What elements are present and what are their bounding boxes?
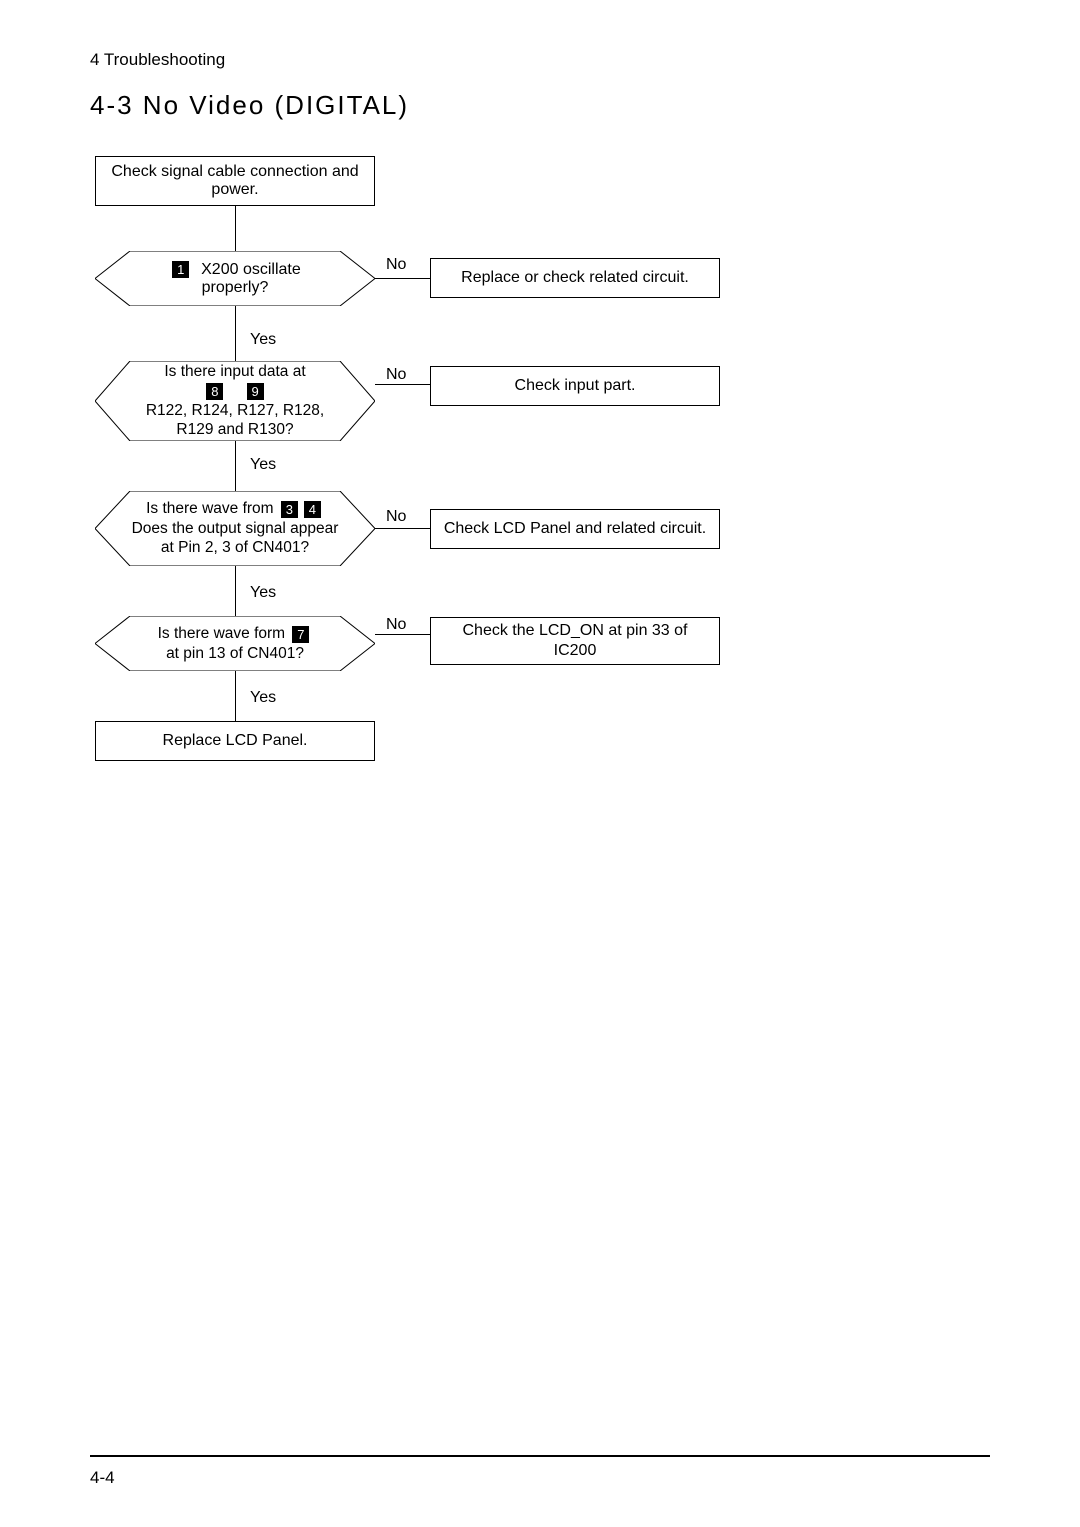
d2-l2: R122, R124, R127, R128,: [146, 401, 324, 420]
r3-text: Check LCD Panel and related circuit.: [444, 520, 706, 538]
start-text: Check signal cable connection and power.: [106, 163, 364, 199]
action-1: Replace or check related circuit.: [430, 258, 720, 298]
end-box: Replace LCD Panel.: [95, 721, 375, 761]
badge-icon: 4: [304, 501, 321, 518]
connector: [375, 634, 430, 635]
flowchart: Check signal cable connection and power.…: [90, 156, 990, 806]
decision-2: Is there input data at 8 9 R122, R124, R…: [95, 361, 375, 441]
d2-l1: Is there input data at: [164, 362, 305, 381]
connector: [235, 206, 236, 251]
footer-divider: [90, 1455, 990, 1457]
yes-label: Yes: [250, 689, 276, 707]
d4-l1: Is there wave form 7: [158, 624, 313, 643]
badge-icon: 7: [292, 626, 309, 643]
r4-l2: IC200: [554, 641, 597, 661]
no-label: No: [386, 616, 406, 634]
badge-icon: 8: [206, 383, 223, 400]
connector: [375, 278, 430, 279]
no-label: No: [386, 366, 406, 384]
no-label: No: [386, 508, 406, 526]
decision-1: 1 X200 oscillate properly?: [95, 251, 375, 306]
end-text: Replace LCD Panel.: [163, 732, 308, 750]
yes-label: Yes: [250, 584, 276, 602]
r1-text: Replace or check related circuit.: [461, 269, 689, 287]
connector: [235, 566, 236, 616]
page-number: 4-4: [90, 1468, 115, 1488]
d3-l1: Is there wave from 34: [146, 499, 324, 518]
decision-3: Is there wave from 34 Does the output si…: [95, 491, 375, 566]
d2-l3: R129 and R130?: [176, 420, 293, 439]
d1-label: 1 X200 oscillate properly?: [135, 261, 335, 297]
yes-label: Yes: [250, 331, 276, 349]
r4-l1: Check the LCD_ON at pin 33 of: [462, 621, 687, 641]
connector: [235, 671, 236, 721]
connector: [235, 306, 236, 361]
page-title: 4-3 No Video (DIGITAL): [90, 90, 990, 121]
action-4: Check the LCD_ON at pin 33 of IC200: [430, 617, 720, 665]
r2-text: Check input part.: [515, 377, 636, 395]
section-header: 4 Troubleshooting: [90, 50, 990, 70]
d4-l2: at pin 13 of CN401?: [166, 644, 304, 663]
start-box: Check signal cable connection and power.: [95, 156, 375, 206]
d3-l3: at Pin 2, 3 of CN401?: [161, 538, 309, 557]
d1-text: X200 oscillate properly?: [201, 261, 301, 296]
connector: [235, 441, 236, 491]
d2-badges: 8 9: [203, 382, 266, 401]
d3-l2: Does the output signal appear: [132, 519, 339, 538]
badge-icon: 9: [247, 383, 264, 400]
connector: [375, 528, 430, 529]
action-2: Check input part.: [430, 366, 720, 406]
decision-4: Is there wave form 7 at pin 13 of CN401?: [95, 616, 375, 671]
connector: [375, 384, 430, 385]
badge-icon: 3: [281, 501, 298, 518]
no-label: No: [386, 256, 406, 274]
badge-icon: 1: [172, 261, 189, 278]
action-3: Check LCD Panel and related circuit.: [430, 509, 720, 549]
yes-label: Yes: [250, 456, 276, 474]
